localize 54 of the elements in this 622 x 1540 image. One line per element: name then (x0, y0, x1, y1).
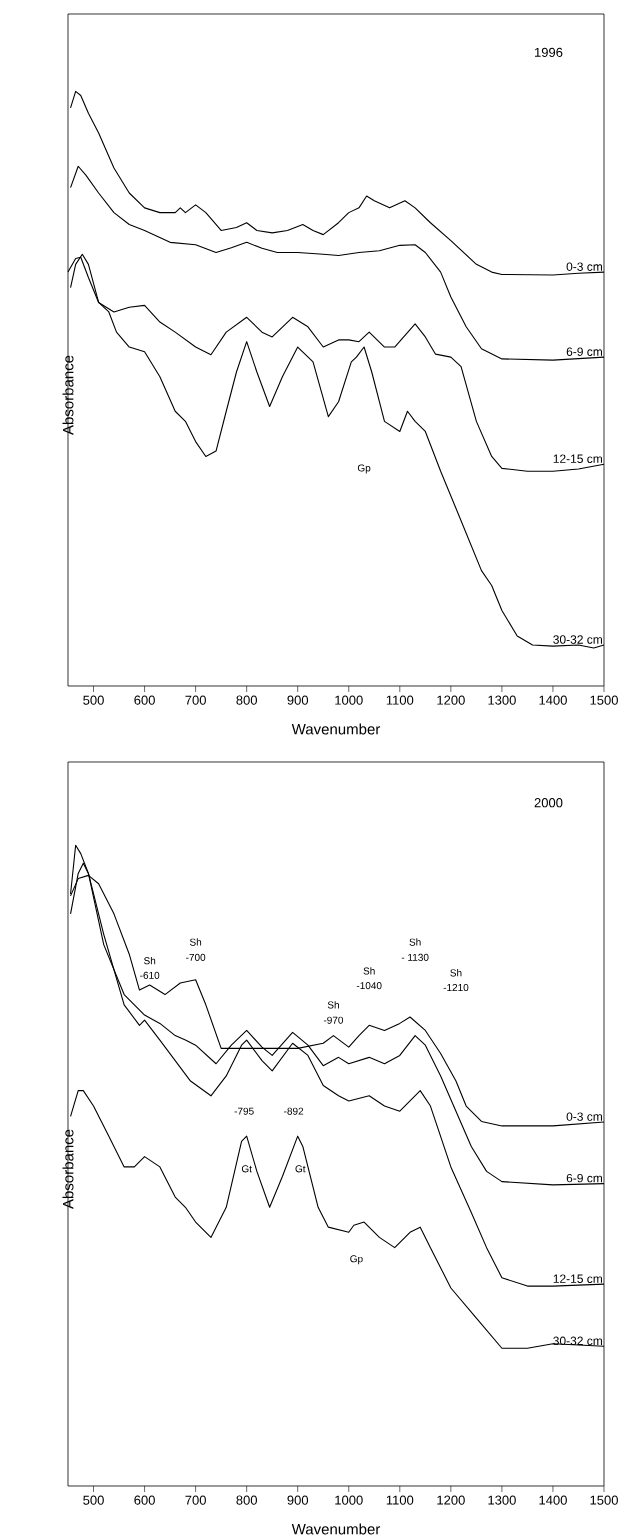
annotation: -892 (284, 1107, 304, 1115)
series-label: 6-9 cm (566, 347, 603, 356)
annotation: -970 (323, 1016, 344, 1024)
annotation: Sh (190, 938, 202, 946)
annotation: Sh (450, 969, 462, 977)
x-tick-label: 500 (83, 695, 104, 705)
series-label: 30-32 cm (553, 635, 603, 644)
x-tick-label: 1500 (590, 695, 619, 705)
x-tick-label: 700 (185, 695, 207, 705)
series-label: 12-15 cm (553, 454, 603, 463)
annotation: Gp (358, 464, 371, 474)
x-tick-label: 600 (134, 695, 156, 705)
x-tick-label: 1500 (590, 1495, 619, 1505)
x-tick-label: 1400 (539, 695, 568, 705)
x-tick-label: 1200 (437, 695, 465, 705)
annotation: Sh (409, 938, 421, 946)
annotation: - 1130 (401, 953, 429, 961)
annotation: Gp (350, 1255, 363, 1265)
x-tick-label: 800 (236, 1495, 258, 1505)
x-tick-label: 1000 (335, 695, 363, 705)
x-tick-label: 800 (236, 695, 258, 705)
x-tick-label: 1100 (386, 695, 414, 705)
series-label: 12-15 cm (553, 1274, 603, 1283)
chart-title: 2000 (534, 798, 563, 808)
annotation: -1210 (443, 983, 469, 992)
x-tick-label: 1400 (539, 1495, 568, 1505)
series-label: 30-32 cm (553, 1336, 603, 1346)
annotation: -700 (186, 953, 206, 961)
annotation: Gt (242, 1165, 252, 1173)
y-axis-title: Absorbance (62, 355, 74, 435)
x-axis-title: Wavenumber (291, 723, 381, 735)
annotation: Gt (295, 1165, 306, 1173)
series-label: 0-3 cm (566, 262, 603, 271)
x-tick-label: 900 (287, 695, 309, 705)
x-tick-label: 1300 (488, 1495, 516, 1505)
y-axis-title: Absorbance (62, 1129, 74, 1209)
x-tick-label: 500 (83, 1495, 104, 1505)
annotation: Sh (327, 1001, 340, 1009)
x-tick-label: 1100 (386, 1495, 414, 1505)
annotation: Sh (144, 956, 156, 965)
annotation: Sh (363, 967, 375, 975)
x-tick-label: 900 (287, 1495, 309, 1505)
annotation: -795 (234, 1107, 254, 1115)
series-label: 0-3 cm (566, 1112, 603, 1121)
series-label: 6-9 cm (566, 1173, 603, 1183)
x-axis-title: Wavenumber (291, 1523, 381, 1535)
x-tick-label: 700 (185, 1495, 207, 1505)
x-tick-label: 1000 (335, 1495, 363, 1505)
annotation: -610 (140, 971, 160, 979)
annotation: -1040 (356, 982, 382, 990)
x-tick-label: 1300 (488, 695, 516, 705)
x-tick-label: 1200 (437, 1495, 465, 1505)
chart-title: 1996 (535, 47, 563, 57)
x-tick-label: 600 (134, 1495, 156, 1505)
